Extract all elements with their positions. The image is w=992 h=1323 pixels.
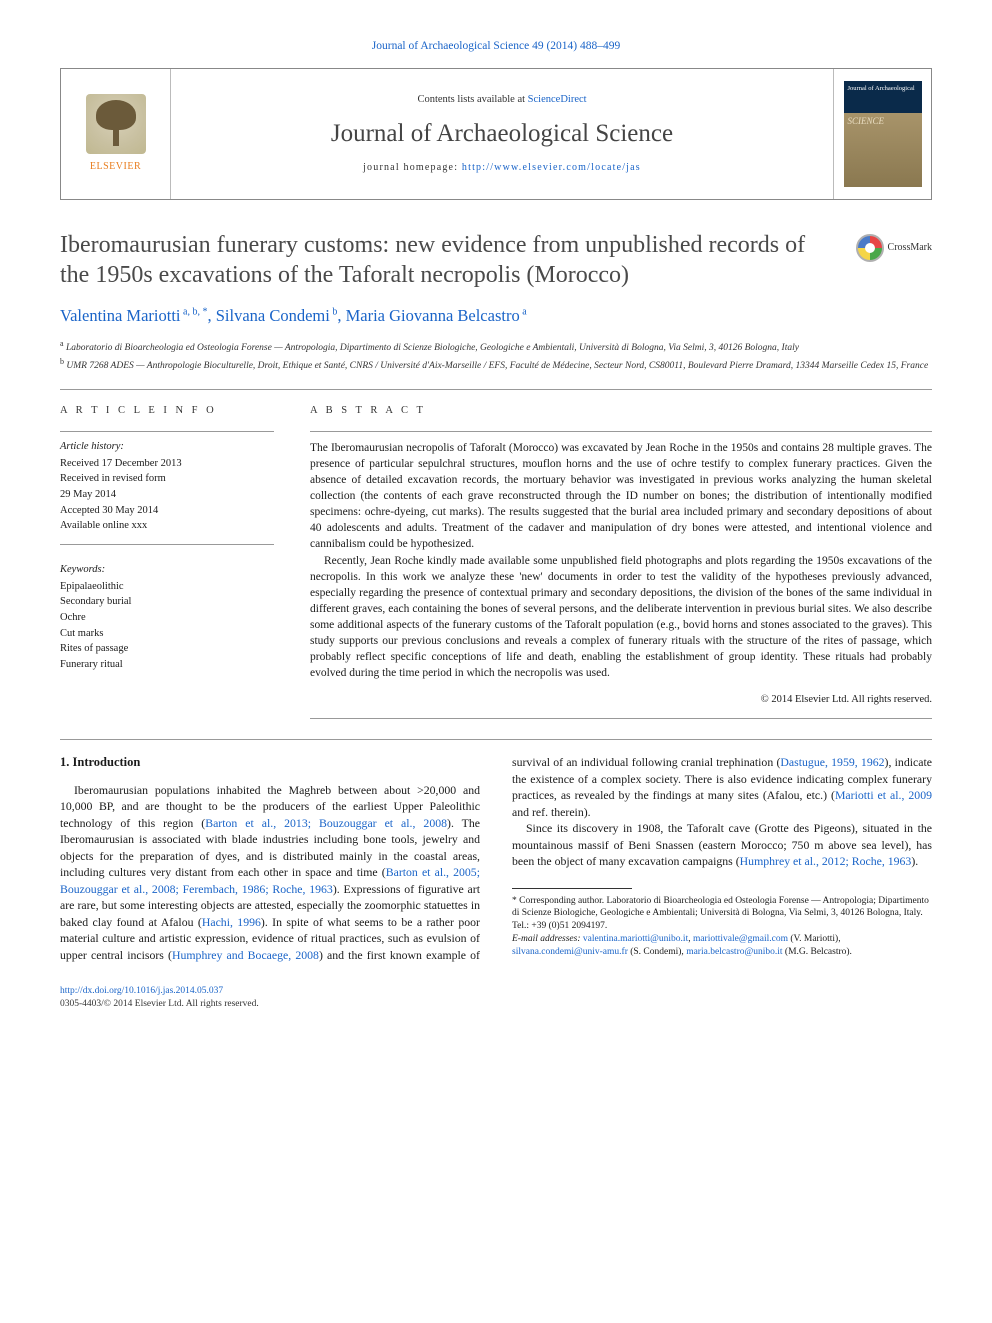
footnotes: * Corresponding author. Laboratorio di B… [512,895,932,959]
citation-link[interactable]: Mariotti et al., 2009 [835,788,932,802]
issn-copyright: 0305-4403/© 2014 Elsevier Ltd. All right… [60,999,259,1009]
email-addresses: E-mail addresses: valentina.mariotti@uni… [512,933,932,959]
body-para: Since its discovery in 1908, the Taforal… [512,820,932,870]
crossmark-icon [856,234,884,262]
homepage-prefix: journal homepage: [363,162,462,173]
abs-rule [310,718,932,719]
page-root: Journal of Archaeological Science 49 (20… [0,0,992,1052]
section-rule [60,389,932,390]
email-label: E-mail addresses: [512,934,581,944]
crossmark-widget[interactable]: CrossMark [856,234,932,262]
history-revised-1: Received in revised form [60,472,274,487]
author-link[interactable]: Valentina Mariotti [60,306,181,325]
keyword: Epipalaeolithic [60,580,274,595]
article-title: Iberomaurusian funerary customs: new evi… [60,230,932,290]
citation-link[interactable]: Hachi, 1996 [202,915,261,929]
citation-link[interactable]: Humphrey et al., 2012; Roche, 1963 [740,854,912,868]
abstract-heading: A B S T R A C T [310,404,932,419]
journal-cover-thumb: Journal of Archaeological SCIENCE [844,81,922,187]
history-accepted: Accepted 30 May 2014 [60,504,274,519]
doi-link[interactable]: http://dx.doi.org/10.1016/j.jas.2014.05.… [60,986,223,996]
author-sep: , [337,306,345,325]
keyword: Funerary ritual [60,658,274,673]
history-revised-2: 29 May 2014 [60,488,274,503]
citation-header: Journal of Archaeological Science 49 (20… [60,36,932,54]
keyword: Secondary burial [60,595,274,610]
citation-link[interactable]: Humphrey and Bocaege, 2008 [172,948,319,962]
history-received: Received 17 December 2013 [60,457,274,472]
citation-link[interactable]: Journal of Archaeological Science 49 (20… [372,40,620,52]
keyword: Rites of passage [60,642,274,657]
affil-text: UMR 7268 ADES — Anthropologie Bioculture… [64,361,928,371]
email-link[interactable]: mariottivale@gmail.com [693,934,788,944]
homepage-line: journal homepage: http://www.elsevier.co… [363,161,641,175]
abstract-col: A B S T R A C T The Iberomaurusian necro… [310,404,932,719]
journal-mid: Contents lists available at ScienceDirec… [171,69,833,199]
publisher-name: ELSEVIER [90,160,141,174]
abstract-p2: Recently, Jean Roche kindly made availab… [310,553,932,682]
abstract-copyright: © 2014 Elsevier Ltd. All rights reserved… [310,693,932,708]
contents-prefix: Contents lists available at [417,94,527,105]
keywords-head: Keywords: [60,563,274,578]
publisher-logo-cell: ELSEVIER [61,69,171,199]
citation-link[interactable]: Dastugue, 1959, 1962 [780,755,884,769]
history-online: Available online xxx [60,519,274,534]
footnote-rule [512,888,632,889]
cover-mid-text: SCIENCE [848,115,885,128]
section-heading-intro: 1. Introduction [60,754,480,772]
abs-rule [310,431,932,432]
title-block: Iberomaurusian funerary customs: new evi… [60,230,932,290]
keyword: Cut marks [60,627,274,642]
body-columns: 1. Introduction Iberomaurusian populatio… [60,754,932,963]
sciencedirect-link[interactable]: ScienceDirect [528,94,587,105]
info-rule [60,544,274,545]
email-link[interactable]: valentina.mariotti@unibo.it [583,934,688,944]
cover-cell: Journal of Archaeological SCIENCE [833,69,931,199]
author-sep: , [207,306,215,325]
meta-abstract-row: A R T I C L E I N F O Article history: R… [60,404,932,719]
keyword: Ochre [60,611,274,626]
author-link[interactable]: Silvana Condemi [216,306,330,325]
cover-top-text: Journal of Archaeological [848,85,918,92]
author-affil-sup: a, b, * [181,307,208,318]
contents-line: Contents lists available at ScienceDirec… [417,93,586,108]
author-affil-sup: a [520,307,527,318]
article-info-heading: A R T I C L E I N F O [60,404,274,419]
corresponding-author-note: * Corresponding author. Laboratorio di B… [512,895,932,933]
email-link[interactable]: maria.belcastro@unibo.it [686,947,782,957]
article-info-col: A R T I C L E I N F O Article history: R… [60,404,274,719]
page-footer: http://dx.doi.org/10.1016/j.jas.2014.05.… [60,985,932,1012]
affiliation-a: a Laboratorio di Bioarcheologia ed Osteo… [60,339,932,355]
crossmark-label: CrossMark [888,241,932,255]
affil-text: Laboratorio di Bioarcheologia ed Osteolo… [64,343,799,353]
citation-link[interactable]: Barton et al., 2013; Bouzouggar et al., … [205,816,447,830]
abstract-p1: The Iberomaurusian necropolis of Taforal… [310,440,932,553]
affiliation-b: b UMR 7268 ADES — Anthropologie Biocultu… [60,357,932,373]
elsevier-tree-icon [86,94,146,154]
author-link[interactable]: Maria Giovanna Belcastro [346,306,520,325]
history-head: Article history: [60,440,274,455]
journal-name: Journal of Archaeological Science [331,116,673,151]
homepage-link[interactable]: http://www.elsevier.com/locate/jas [462,162,641,173]
info-rule [60,431,274,432]
email-link[interactable]: silvana.condemi@univ-amu.fr [512,947,628,957]
author-list: Valentina Mariotti a, b, *, Silvana Cond… [60,304,932,327]
section-rule [60,739,932,740]
journal-banner: ELSEVIER Contents lists available at Sci… [60,68,932,200]
